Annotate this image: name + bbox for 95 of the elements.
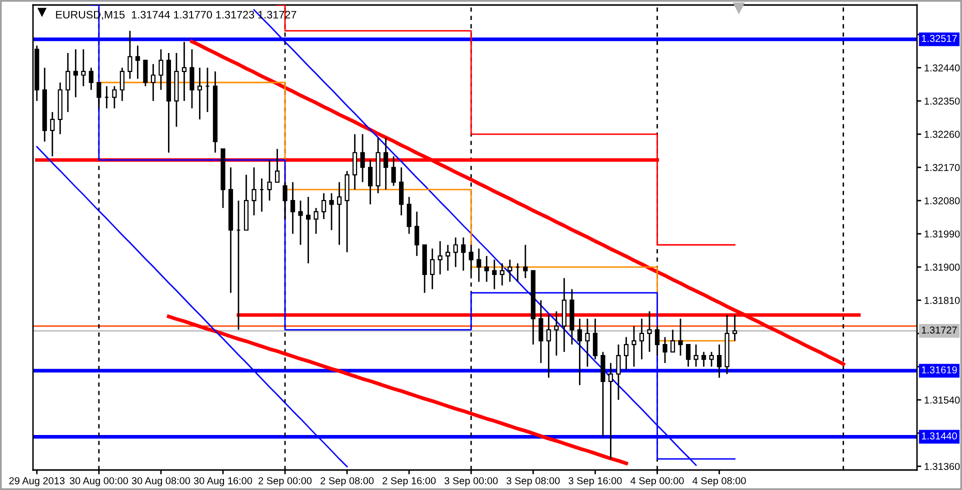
candlestick bbox=[88, 67, 94, 91]
candlestick bbox=[554, 310, 559, 356]
candlestick bbox=[282, 181, 288, 220]
x-tick-label: 30 Aug 16:00 bbox=[194, 477, 252, 486]
y-tick-label: 1.31810 bbox=[924, 296, 960, 304]
x-tick-label: 29 Aug 2013 bbox=[9, 477, 65, 486]
candlestick bbox=[96, 82, 102, 110]
y-tick-label: 1.32260 bbox=[924, 130, 960, 138]
y-tick-label: 1.32170 bbox=[924, 164, 960, 172]
candlestick bbox=[329, 192, 334, 231]
x-tick-label: 4 Sep 00:00 bbox=[630, 477, 684, 486]
candlestick bbox=[446, 244, 450, 272]
candlestick bbox=[732, 314, 738, 342]
y-tick-label: 1.31540 bbox=[924, 396, 960, 404]
candlestick bbox=[274, 148, 280, 183]
candlestick bbox=[654, 325, 660, 356]
y-tick-label: 1.31990 bbox=[924, 230, 960, 238]
candlestick bbox=[298, 200, 303, 246]
candlestick bbox=[267, 159, 272, 202]
candlestick bbox=[50, 111, 55, 158]
candlestick bbox=[453, 236, 458, 268]
x-tick-label: 2 Sep 08:00 bbox=[320, 477, 374, 486]
candlestick bbox=[128, 30, 132, 80]
ref-line-label: 1.31619 bbox=[922, 366, 957, 374]
candlestick bbox=[632, 325, 636, 368]
y-tick-label: 1.32350 bbox=[924, 98, 960, 105]
candlestick bbox=[608, 362, 613, 460]
candlestick bbox=[120, 67, 124, 102]
ref-line-label: 1.31727 bbox=[922, 326, 957, 334]
candlestick bbox=[538, 300, 544, 364]
candlestick bbox=[414, 210, 420, 257]
candlestick bbox=[290, 181, 296, 235]
x-tick-label: 3 Sep 16:00 bbox=[568, 477, 622, 486]
candlestick bbox=[150, 63, 156, 102]
candlestick bbox=[670, 329, 676, 353]
candlestick bbox=[461, 236, 466, 272]
x-tick-label: 30 Aug 08:00 bbox=[132, 477, 190, 486]
candlestick bbox=[197, 67, 202, 120]
y-tick-label: 1.32440 bbox=[924, 64, 960, 72]
candlestick bbox=[391, 156, 396, 187]
candlestick bbox=[694, 344, 698, 368]
candlestick bbox=[484, 255, 489, 282]
candlestick bbox=[66, 52, 70, 113]
candlestick bbox=[686, 344, 691, 368]
candlestick bbox=[306, 196, 311, 264]
candlestick bbox=[476, 248, 482, 282]
candlestick bbox=[709, 351, 714, 368]
candlestick bbox=[360, 133, 365, 183]
x-tick-label: 4 Sep 08:00 bbox=[692, 477, 746, 486]
candlestick bbox=[546, 314, 551, 378]
candlestick bbox=[624, 336, 629, 372]
y-tick-label: 1.32080 bbox=[924, 197, 960, 204]
candlestick bbox=[500, 262, 504, 286]
x-tick-label: 2 Sep 16:00 bbox=[382, 477, 436, 486]
candlestick bbox=[438, 240, 442, 276]
candlestick bbox=[352, 133, 358, 190]
candlestick bbox=[368, 159, 373, 205]
x-tick-label: 3 Sep 08:00 bbox=[506, 477, 560, 486]
candlestick bbox=[406, 196, 412, 235]
candlestick bbox=[321, 192, 326, 220]
line-series bbox=[166, 314, 628, 466]
candlestick bbox=[430, 248, 435, 290]
candlestick bbox=[662, 336, 668, 364]
y-tick-label: 1.31900 bbox=[924, 264, 960, 271]
candlestick bbox=[399, 166, 404, 216]
candlestick bbox=[716, 344, 722, 378]
candlestick bbox=[592, 318, 598, 360]
candlestick bbox=[143, 60, 148, 87]
candlestick bbox=[182, 41, 187, 102]
candlestick bbox=[384, 137, 388, 190]
candlestick bbox=[523, 244, 528, 279]
candlestick bbox=[252, 166, 256, 216]
candlestick bbox=[701, 351, 706, 368]
candlestick bbox=[112, 85, 117, 110]
candlestick bbox=[678, 318, 683, 356]
x-tick-label: 3 Sep 00:00 bbox=[444, 477, 498, 486]
x-tick-label: 2 Sep 00:00 bbox=[258, 477, 312, 486]
candlestick bbox=[337, 181, 342, 246]
candlestick bbox=[577, 318, 582, 386]
candlestick bbox=[190, 48, 194, 110]
x-tick-label: 30 Aug 00:00 bbox=[70, 477, 128, 486]
y-tick-label: 1.31360 bbox=[924, 462, 960, 470]
candlestick bbox=[135, 44, 140, 80]
candlestick bbox=[314, 207, 318, 235]
candlestick bbox=[81, 48, 86, 87]
candlestick bbox=[73, 48, 78, 98]
candlestick bbox=[639, 318, 644, 360]
ref-line-label: 1.32517 bbox=[922, 34, 957, 42]
candlestick bbox=[492, 258, 497, 290]
ref-line-label: 1.31440 bbox=[922, 432, 957, 440]
candlestick bbox=[616, 344, 621, 401]
candlestick bbox=[508, 258, 512, 282]
candlestick bbox=[647, 310, 652, 353]
candlestick bbox=[158, 48, 164, 91]
candlestick bbox=[585, 318, 590, 368]
